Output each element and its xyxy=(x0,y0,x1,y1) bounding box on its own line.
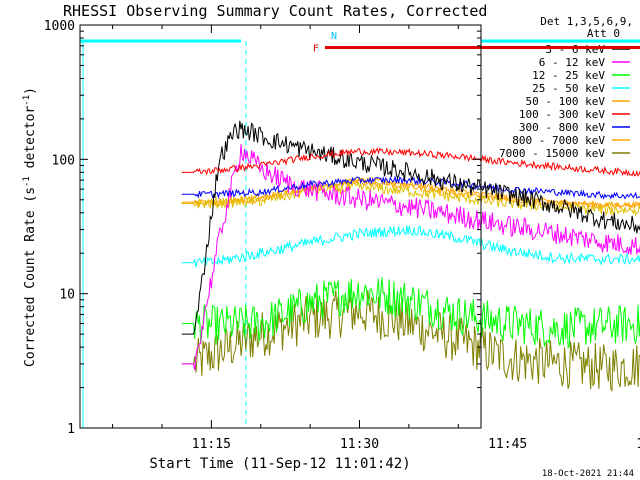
legend-label: 100 - 300 keV xyxy=(519,108,605,121)
y-axis: 1 10 100 1000 xyxy=(44,19,481,437)
series-line-300-800-kev xyxy=(181,175,640,200)
legend-label: 12 - 25 keV xyxy=(532,69,605,82)
timestamp: 18-Oct-2021 21:44 xyxy=(542,469,634,479)
flare-flag-label: F xyxy=(313,43,319,54)
x-tick-label: 11:45 xyxy=(488,437,527,452)
chart-title: RHESSI Observing Summary Count Rates, Co… xyxy=(63,2,487,20)
plot-frame xyxy=(79,24,482,429)
series-line-25-50-kev xyxy=(181,225,640,268)
series-line-12-25-kev xyxy=(181,277,640,349)
legend-label: 25 - 50 keV xyxy=(532,82,605,95)
legend-label: 7000 - 15000 keV xyxy=(499,147,605,160)
y-axis-label: Corrected Count Rate (s-1 detector-1) xyxy=(22,87,38,367)
y-tick-label: 10 xyxy=(59,288,75,303)
legend-header-1: Det 1,3,5,6,9, xyxy=(540,15,633,28)
legend-label: 50 - 100 keV xyxy=(526,95,606,108)
series-line-overlay xyxy=(181,180,640,217)
legend-label: 800 - 7000 keV xyxy=(512,134,605,147)
legend-label: 6 - 12 keV xyxy=(539,56,606,69)
x-tick-label: 11:30 xyxy=(340,437,379,452)
series-line-6-12-kev xyxy=(181,144,640,371)
legend-header-2: Att 0 xyxy=(587,27,620,40)
series-line-3-6-kev xyxy=(181,120,640,335)
series-line-7000-15000-kev xyxy=(181,289,640,392)
flag-annotations: FN xyxy=(313,31,640,54)
y-tick-label: 1 xyxy=(67,422,75,437)
y-tick-label: 100 xyxy=(52,153,75,168)
legend-label: 300 - 800 keV xyxy=(519,121,605,134)
night-flag-label: N xyxy=(331,31,337,42)
series-line-100-300-kev xyxy=(181,147,640,177)
y-tick-label: 1000 xyxy=(44,19,75,34)
series-group xyxy=(181,120,640,392)
x-axis-label: Start Time (11-Sep-12 11:01:42) xyxy=(149,456,410,472)
x-tick-label: 12:00 xyxy=(636,437,640,452)
legend-label: 3 - 6 keV xyxy=(545,43,605,56)
x-tick-label: 11:15 xyxy=(192,437,231,452)
